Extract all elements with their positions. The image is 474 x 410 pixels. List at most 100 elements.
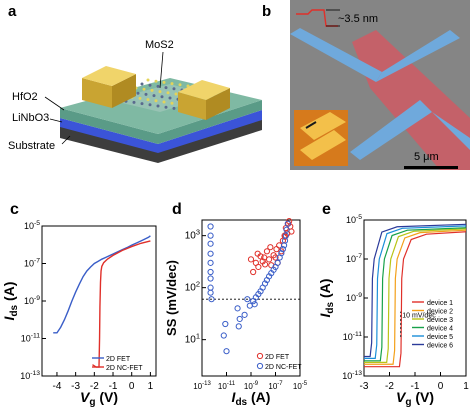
chart-d-point-2D-NC-FET [207, 250, 214, 257]
mos2-atom [146, 98, 150, 102]
chart-d-point-2D-FET [261, 261, 269, 268]
panel-letter-c: c [10, 201, 19, 218]
mos2-atom [132, 100, 136, 104]
chart-d-point-2D-FET [254, 250, 261, 257]
chart-e-series-device-1 [364, 231, 467, 368]
mos2-atom [164, 86, 168, 90]
chart-d-point-2D-NC-FET [222, 320, 229, 328]
chart-d-point-2D-NC-FET [207, 223, 214, 230]
chart-e-legend-label: device 1 [427, 300, 453, 307]
chart-d-legend-label: 2D NC-FET [265, 364, 302, 371]
chart-d-legend-swatch [256, 352, 264, 360]
chart-e-series-device-6 [364, 223, 467, 358]
chart-e-frame [363, 219, 467, 377]
chart-d-point-2D-NC-FET [223, 348, 230, 355]
chart-c-ytick-label: 10-9 [24, 295, 40, 306]
chart-e-xtick-label: -2 [385, 381, 394, 392]
substrate-layer [60, 118, 262, 163]
chart-d-point-2D-NC-FET [207, 284, 214, 291]
mos2-atom [160, 95, 164, 99]
chart-d-legend-label: 2D FET [265, 354, 290, 361]
chart-c-ytick-label: 10-5 [24, 220, 40, 231]
sem-electrode-bottom [350, 100, 432, 160]
chart-c-legend-label: 2D FET [106, 356, 131, 363]
label-linbo3: LiNbO3 [12, 112, 49, 124]
chart-e-xtick-label: -1 [411, 381, 420, 392]
chart-e-series-device-4 [364, 227, 467, 362]
chart-d-point-2D-NC-FET [283, 226, 290, 233]
panel-letter-b: b [262, 3, 271, 20]
chart-d-point-2D-FET [263, 248, 271, 255]
chart-d-ylabel: SS (mV/dec) [164, 260, 179, 336]
chart-c-ytick-label: 10-11 [21, 333, 41, 344]
chart-d-point-2D-NC-FET [207, 232, 214, 239]
chart-e-ytick-label: 10-9 [346, 292, 362, 303]
chart-e-legend-label: device 6 [427, 343, 453, 350]
chart-d-point-2D-FET [261, 254, 268, 261]
chart-c-ytick-label: 10-13 [20, 370, 40, 381]
chart-e-xtick-label: -3 [360, 381, 369, 392]
panel-b: b ~3.5 nm 5 μm [262, 0, 470, 170]
chart-e-ytick-label: 10-11 [343, 331, 363, 342]
sem-electrode-left [290, 28, 382, 82]
chart-d-point-2D-NC-FET [279, 246, 286, 253]
chart-d-ytick-label: 101 [185, 332, 200, 346]
sem-mos2-flake [352, 30, 470, 170]
sem-electrode-right [420, 100, 470, 150]
chart-c-xtick-label: -1 [109, 381, 118, 392]
hafnia-layer-side [60, 100, 262, 144]
chart-c-xtick-label: 0 [129, 381, 135, 392]
chart-d-point-2D-FET [267, 244, 274, 251]
mos2-atom [144, 92, 148, 96]
label-hfo2: HfO2 [12, 91, 38, 103]
mos2-atom [146, 78, 150, 82]
chart-d-point-2D-NC-FET [282, 232, 289, 239]
chart-c-xlabel: Vg (V) [80, 389, 118, 408]
source-contact [82, 66, 136, 108]
chart-d-legend-swatch [256, 362, 264, 370]
chart-d-point-2D-NC-FET [241, 311, 248, 318]
mos2-atom [142, 87, 146, 91]
mos2-atom [170, 82, 174, 86]
chart-d-point-2D-FET [273, 246, 280, 253]
chart-d-point-2D-NC-FET [236, 315, 243, 323]
chart-c: -4 -3 -2 -1 0 1 10-13 10-11 10-9 10-7 10-5 2D FET 2D… [1, 220, 157, 408]
chart-e-legend-label: device 3 [427, 317, 453, 324]
panel-letter-a: a [8, 3, 17, 20]
chart-d-point-2D-FET [250, 268, 257, 276]
sem-electrode-top [376, 30, 460, 82]
mos2-atom [172, 87, 176, 91]
chart-d-point-2D-NC-FET [207, 289, 214, 296]
chart-e-xtick-label: 0 [438, 381, 444, 392]
scale-bar-label: 5 μm [414, 151, 439, 163]
chart-e-annotation: 10 mV/dec [402, 313, 436, 320]
chart-d-point-2D-FET [255, 263, 262, 271]
mos2-atom [154, 99, 158, 103]
chart-c-series-2D-FET [53, 235, 151, 334]
chart-e-ytick-label: 10-5 [346, 214, 362, 225]
mos2-atom [152, 94, 156, 98]
chart-c-xtick-label: -2 [90, 381, 99, 392]
chart-d-point-2D-NC-FET [244, 296, 251, 303]
mos2-atom [166, 91, 170, 95]
chart-d-point-2D-NC-FET [284, 220, 291, 227]
chart-d-point-2D-NC-FET [208, 296, 215, 303]
chart-d: 10-13 10-11 10-9 10-7 10-5 103 102 101 2D FET 2D … [164, 218, 308, 408]
drain-contact [178, 80, 230, 120]
panel-a: a MoS2 HfO2 LiNbO3 Substrate [8, 3, 262, 163]
mos2-atom [148, 83, 152, 87]
chart-e-legend-label: device 2 [427, 309, 453, 316]
chart-d-point-2D-FET [281, 233, 289, 240]
mos2-atom [148, 103, 152, 107]
chart-d-xtick-label: 10-11 [218, 381, 236, 391]
chart-c-xtick-label: -3 [71, 381, 80, 392]
mos2-atom [136, 91, 140, 95]
chart-d-xlabel: Ids (A) [232, 389, 271, 408]
chart-d-point-2D-NC-FET [261, 280, 269, 287]
panel-letter-e: e [322, 201, 331, 218]
lithium-niobate-layer [60, 110, 262, 153]
chart-d-point-2D-NC-FET [278, 250, 285, 257]
chart-d-point-2D-NC-FET [207, 268, 214, 276]
chart-d-xtick-label: 10-13 [193, 381, 211, 391]
